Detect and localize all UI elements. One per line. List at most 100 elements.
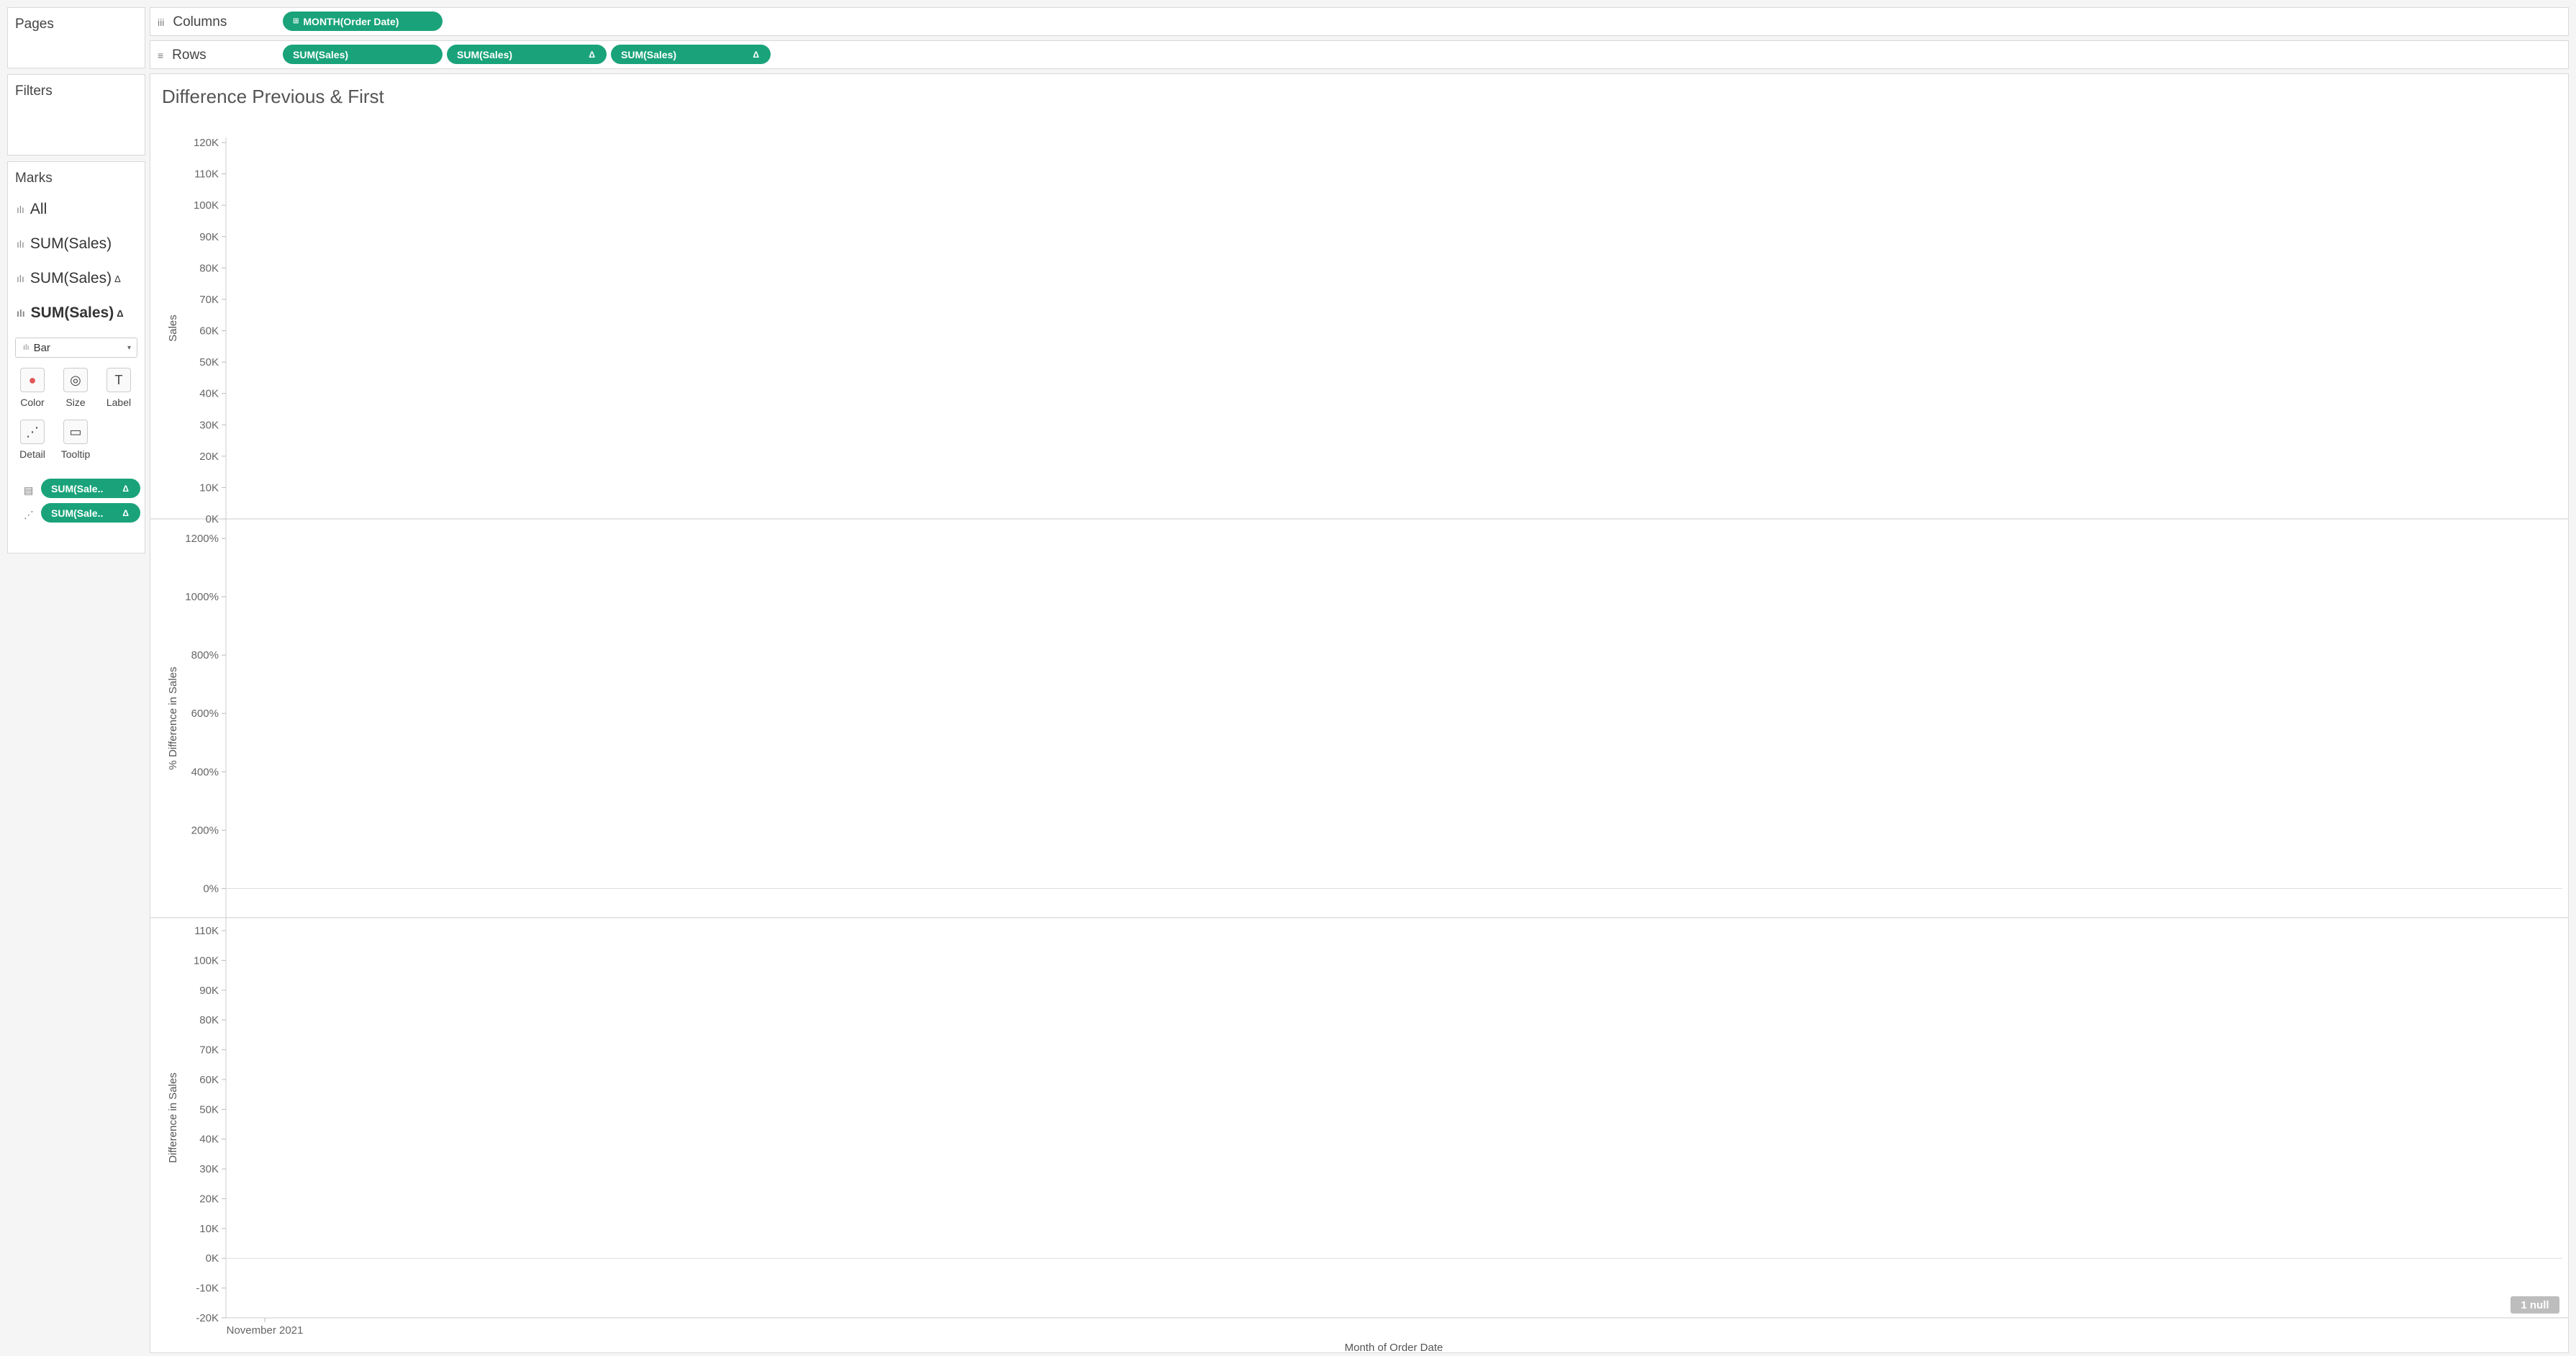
detail-label: Detail [19, 448, 45, 460]
view-title: Difference Previous & First [162, 86, 384, 107]
y-tick-label: 70K [199, 1044, 219, 1057]
detail-button[interactable]: ⋰ Detail [14, 420, 51, 467]
y-tick-label: 90K [199, 985, 219, 997]
rows-label-text: Rows [172, 48, 207, 63]
marks-sum-sales-1-label: SUM(Sales) [30, 235, 112, 252]
y-tick-label: 0% [203, 882, 219, 895]
bar-chart-icon: ılı [17, 238, 24, 250]
pages-label: Pages [15, 17, 54, 32]
column-pill-month-order-date[interactable]: ⊞ MONTH(Order Date) [283, 12, 443, 31]
rows-icon: ≡ [158, 50, 164, 61]
size-button[interactable]: ◎ Size [57, 368, 94, 415]
filters-label: Filters [15, 83, 53, 99]
filters-card[interactable]: Filters [7, 74, 145, 155]
x-axis-title: Month of Order Date [1345, 1342, 1443, 1352]
y-tick-label: 90K [199, 231, 219, 243]
detail-encoding-icon: ⋰ [24, 509, 34, 520]
mark-pill-detail[interactable]: SUM(Sale.. Δ [41, 503, 140, 523]
row-pill-text: SUM(Sales) [293, 48, 349, 60]
y-tick-label: 100K [194, 199, 219, 212]
y-tick-label: 1200% [185, 533, 219, 545]
y-tick-label: 800% [191, 649, 219, 661]
y-tick-label: 50K [199, 1103, 219, 1116]
y-tick-label: 10K [199, 1223, 219, 1235]
null-indicator[interactable]: 1 null [2511, 1296, 2559, 1314]
y-tick-label: -20K [196, 1312, 219, 1324]
delta-icon: Δ [114, 273, 121, 284]
color-label: Color [20, 397, 45, 408]
label-encoding-icon: ▤ [24, 484, 34, 496]
y-tick-label: 80K [199, 262, 219, 274]
marks-sum-sales-3-label: SUM(Sales) [30, 304, 114, 321]
x-tick-label: November 2021 [227, 1324, 304, 1337]
y-tick-label: 100K [194, 954, 219, 967]
y-tick-label: 20K [199, 451, 219, 463]
detail-icon: ⋰ [20, 420, 45, 444]
columns-shelf-label: iii Columns [158, 14, 227, 31]
size-icon: ◎ [63, 368, 88, 392]
marks-card: Marks ılı All ılı SUM(Sales) ılı SUM(Sales)… [7, 161, 145, 553]
y-tick-label: 50K [199, 356, 219, 369]
column-pill-text: MONTH(Order Date) [303, 15, 399, 27]
bar-chart-icon: ılı [17, 307, 25, 319]
y-tick-label: 110K [194, 925, 219, 937]
y-tick-label: 120K [194, 137, 219, 149]
marks-all-label: All [30, 201, 47, 217]
marks-sum-sales-2[interactable]: ılı SUM(Sales) Δ [17, 264, 139, 293]
chevron-down-icon: ▾ [127, 343, 131, 352]
y-tick-label: 60K [199, 1074, 219, 1086]
mark-type-dropdown[interactable]: ılı Bar ▾ [15, 338, 137, 358]
label-button[interactable]: T Label [100, 368, 137, 415]
y-tick-label: 1000% [185, 591, 219, 603]
y-tick-label: 80K [199, 1014, 219, 1026]
size-label: Size [65, 397, 86, 408]
y-tick-label: 0K [206, 1252, 219, 1265]
y-tick-label: 40K [199, 388, 219, 400]
y-tick-label: 110K [194, 168, 219, 181]
delta-icon: Δ [117, 307, 124, 319]
y-axis-title: Sales [167, 315, 179, 342]
columns-icon: iii [158, 17, 165, 28]
y-tick-label: 70K [199, 294, 219, 306]
y-tick-label: 20K [199, 1193, 219, 1205]
mark-pill-detail-text: SUM(Sale.. [51, 507, 104, 519]
label-icon: T [106, 368, 131, 392]
bar-chart-icon: ılı [23, 343, 30, 352]
tooltip-label: Tooltip [60, 448, 91, 460]
delta-icon: Δ [753, 49, 759, 60]
marks-all[interactable]: ılı All [17, 195, 139, 224]
row-pill-sum-sales-3[interactable]: SUM(Sales) Δ [611, 45, 771, 64]
row-pill-sum-sales-2[interactable]: SUM(Sales) Δ [447, 45, 607, 64]
delta-icon: Δ [122, 483, 129, 494]
y-tick-label: 40K [199, 1134, 219, 1146]
y-tick-label: 200% [191, 824, 219, 836]
tooltip-button[interactable]: ▭ Tooltip [57, 420, 94, 467]
y-tick-label: 400% [191, 766, 219, 778]
row-pill-text: SUM(Sales) [457, 48, 513, 60]
bar-chart-icon: ılı [17, 273, 24, 284]
rows-shelf[interactable]: ≡ Rows SUM(Sales) SUM(Sales) Δ SUM(Sales) Δ [150, 40, 2569, 69]
marks-sum-sales-3[interactable]: ılı SUM(Sales) Δ [17, 299, 139, 327]
mark-type-value: Bar [33, 341, 50, 354]
y-axis-title: % Difference in Sales [167, 666, 179, 769]
marks-label: Marks [15, 171, 53, 186]
label-label: Label [106, 397, 132, 408]
row-pill-sum-sales-1[interactable]: SUM(Sales) [283, 45, 443, 64]
view-panel: Difference Previous & First Sales 0K 10K 20… [150, 73, 2569, 1353]
row-pill-text: SUM(Sales) [621, 48, 677, 60]
y-tick-label: 30K [199, 419, 219, 431]
columns-shelf[interactable]: iii Columns ⊞ MONTH(Order Date) [150, 7, 2569, 36]
y-tick-label: 0K [206, 513, 219, 525]
y-tick-label: 10K [199, 482, 219, 494]
bar-chart-icon: ılı [17, 204, 24, 215]
chart-svg: Sales 0K 10K 20K 30K 40K 50K 60K 70K 80K 90K 100K 11… [150, 137, 2568, 1352]
dimension-icon: ⊞ [293, 17, 299, 25]
marks-sum-sales-1[interactable]: ılı SUM(Sales) [17, 230, 139, 258]
color-icon: ● [20, 368, 45, 392]
y-tick-label: 60K [199, 325, 219, 338]
mark-pill-label-text: SUM(Sale.. [51, 482, 104, 494]
color-button[interactable]: ● Color [14, 368, 51, 415]
mark-pill-label[interactable]: SUM(Sale.. Δ [41, 479, 140, 498]
y-tick-label: 600% [191, 708, 219, 720]
pages-card[interactable]: Pages [7, 7, 145, 68]
